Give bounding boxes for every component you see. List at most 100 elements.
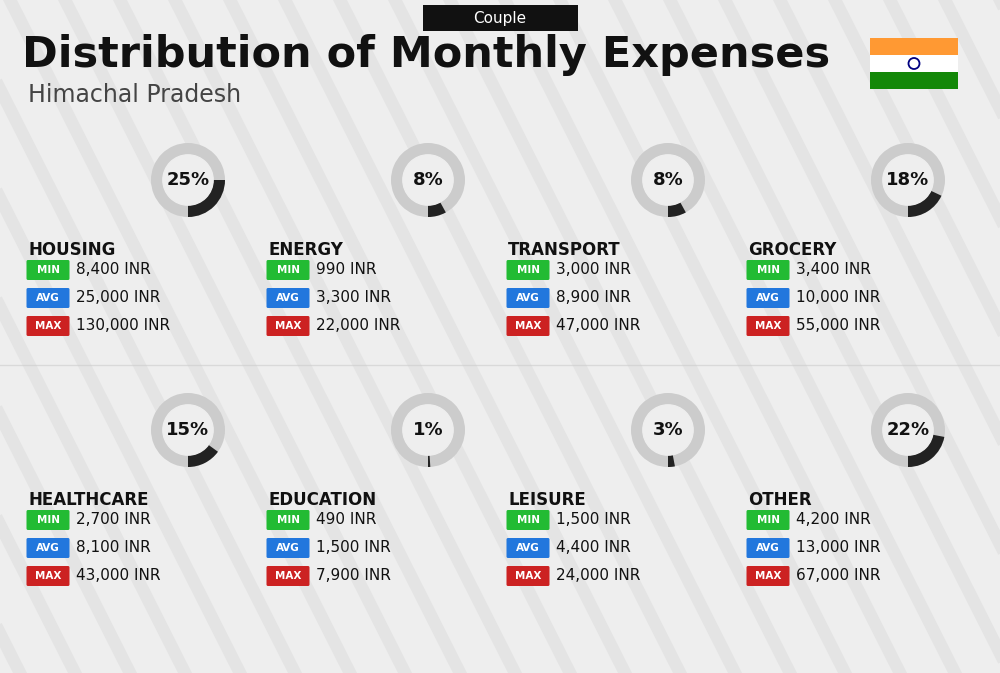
FancyBboxPatch shape [746, 260, 790, 280]
Text: MAX: MAX [35, 571, 61, 581]
Text: MIN: MIN [36, 265, 60, 275]
Text: 8,400 INR: 8,400 INR [76, 262, 151, 277]
FancyBboxPatch shape [870, 38, 958, 55]
FancyBboxPatch shape [266, 538, 310, 558]
Text: 47,000 INR: 47,000 INR [556, 318, 640, 334]
Text: OTHER: OTHER [748, 491, 812, 509]
Text: AVG: AVG [516, 543, 540, 553]
Text: 7,900 INR: 7,900 INR [316, 569, 391, 583]
Text: MIN: MIN [36, 515, 60, 525]
Circle shape [883, 405, 933, 455]
Text: 13,000 INR: 13,000 INR [796, 540, 881, 555]
Text: HEALTHCARE: HEALTHCARE [28, 491, 148, 509]
FancyBboxPatch shape [746, 316, 790, 336]
Text: AVG: AVG [276, 293, 300, 303]
FancyBboxPatch shape [26, 510, 70, 530]
Text: 43,000 INR: 43,000 INR [76, 569, 160, 583]
Text: MAX: MAX [755, 321, 781, 331]
FancyBboxPatch shape [26, 566, 70, 586]
FancyBboxPatch shape [26, 288, 70, 308]
Text: AVG: AVG [276, 543, 300, 553]
Wedge shape [871, 143, 945, 217]
Text: 1%: 1% [413, 421, 443, 439]
Text: 67,000 INR: 67,000 INR [796, 569, 881, 583]
FancyBboxPatch shape [746, 566, 790, 586]
Wedge shape [391, 143, 465, 217]
Text: 1,500 INR: 1,500 INR [556, 513, 631, 528]
Text: MAX: MAX [515, 321, 541, 331]
FancyBboxPatch shape [746, 538, 790, 558]
FancyBboxPatch shape [26, 316, 70, 336]
Text: MIN: MIN [276, 265, 300, 275]
Wedge shape [668, 202, 686, 217]
Text: 15%: 15% [166, 421, 210, 439]
Wedge shape [908, 435, 944, 467]
Text: 10,000 INR: 10,000 INR [796, 291, 880, 306]
Text: 4,200 INR: 4,200 INR [796, 513, 871, 528]
Text: Himachal Pradesh: Himachal Pradesh [28, 83, 241, 107]
Text: 4,400 INR: 4,400 INR [556, 540, 631, 555]
Text: 25%: 25% [166, 171, 210, 189]
Text: 2,700 INR: 2,700 INR [76, 513, 151, 528]
Text: 8,100 INR: 8,100 INR [76, 540, 151, 555]
FancyBboxPatch shape [266, 566, 310, 586]
FancyBboxPatch shape [870, 55, 958, 72]
Text: 24,000 INR: 24,000 INR [556, 569, 640, 583]
Circle shape [643, 155, 693, 205]
Text: AVG: AVG [756, 543, 780, 553]
Text: 490 INR: 490 INR [316, 513, 376, 528]
Circle shape [403, 405, 453, 455]
FancyBboxPatch shape [266, 288, 310, 308]
Text: AVG: AVG [36, 293, 60, 303]
FancyBboxPatch shape [266, 510, 310, 530]
Text: AVG: AVG [516, 293, 540, 303]
Text: MAX: MAX [275, 321, 301, 331]
Wedge shape [631, 143, 705, 217]
Text: 1,500 INR: 1,500 INR [316, 540, 391, 555]
Text: 25,000 INR: 25,000 INR [76, 291, 160, 306]
Text: 55,000 INR: 55,000 INR [796, 318, 880, 334]
Text: 990 INR: 990 INR [316, 262, 376, 277]
Text: 8%: 8% [413, 171, 443, 189]
Text: 3,400 INR: 3,400 INR [796, 262, 871, 277]
Wedge shape [188, 445, 218, 467]
Wedge shape [188, 180, 225, 217]
FancyBboxPatch shape [507, 538, 550, 558]
Circle shape [403, 155, 453, 205]
Text: MAX: MAX [275, 571, 301, 581]
FancyBboxPatch shape [507, 260, 550, 280]
Circle shape [643, 405, 693, 455]
FancyBboxPatch shape [507, 566, 550, 586]
FancyBboxPatch shape [422, 5, 578, 31]
FancyBboxPatch shape [507, 288, 550, 308]
Wedge shape [428, 455, 430, 467]
Text: 22,000 INR: 22,000 INR [316, 318, 400, 334]
Wedge shape [631, 393, 705, 467]
Text: MIN: MIN [757, 265, 780, 275]
Text: AVG: AVG [756, 293, 780, 303]
Text: AVG: AVG [36, 543, 60, 553]
Text: LEISURE: LEISURE [508, 491, 586, 509]
Text: 18%: 18% [886, 171, 930, 189]
FancyBboxPatch shape [26, 260, 70, 280]
Text: MAX: MAX [35, 321, 61, 331]
FancyBboxPatch shape [266, 260, 310, 280]
FancyBboxPatch shape [266, 316, 310, 336]
FancyBboxPatch shape [746, 288, 790, 308]
Text: MIN: MIN [276, 515, 300, 525]
Text: MAX: MAX [515, 571, 541, 581]
Text: 130,000 INR: 130,000 INR [76, 318, 170, 334]
Circle shape [163, 155, 213, 205]
Wedge shape [871, 393, 945, 467]
FancyBboxPatch shape [746, 510, 790, 530]
Text: 22%: 22% [886, 421, 930, 439]
Text: MIN: MIN [757, 515, 780, 525]
Wedge shape [151, 393, 225, 467]
Text: GROCERY: GROCERY [748, 241, 836, 259]
Circle shape [163, 405, 213, 455]
Circle shape [883, 155, 933, 205]
FancyBboxPatch shape [507, 316, 550, 336]
Wedge shape [428, 202, 446, 217]
Text: 3%: 3% [653, 421, 683, 439]
Text: 3,300 INR: 3,300 INR [316, 291, 391, 306]
